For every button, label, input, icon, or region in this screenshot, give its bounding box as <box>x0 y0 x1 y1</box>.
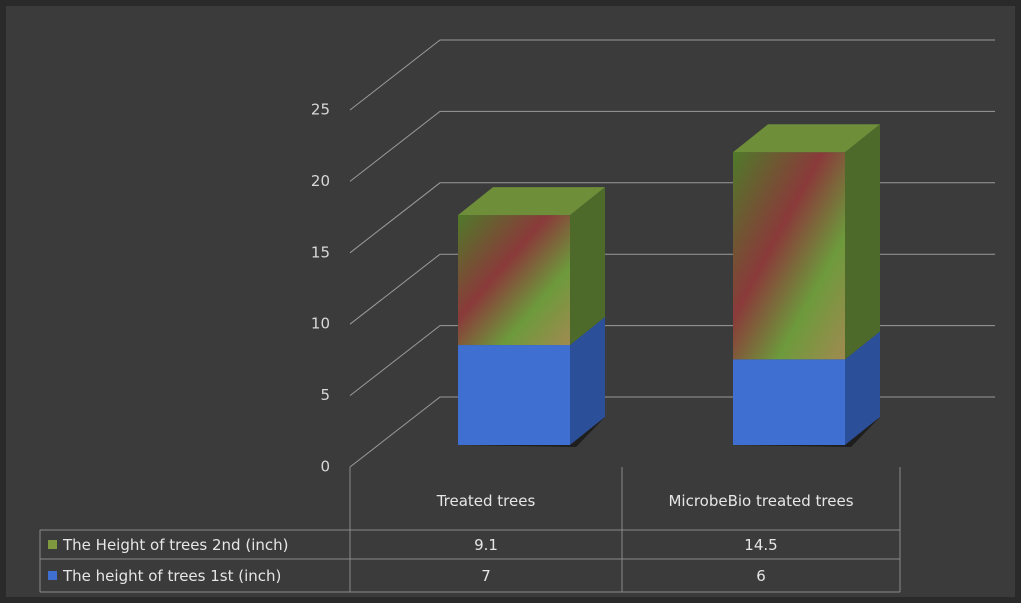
x-tick-label: MicrobeBio treated trees <box>668 492 854 510</box>
grid-line <box>349 110 995 182</box>
legend-label: The Height of trees 2nd (inch) <box>63 535 289 554</box>
bar-side <box>845 331 880 445</box>
bar-top <box>458 187 605 216</box>
x-tick-label: Treated trees <box>436 492 536 510</box>
legend-entry: The height of trees 1st (inch) <box>40 559 350 592</box>
bar-front <box>458 215 570 346</box>
bar-side <box>570 317 605 445</box>
bar-side <box>845 124 880 360</box>
legend-marker <box>48 571 57 580</box>
bar-front <box>458 345 570 445</box>
legend-marker <box>48 540 57 549</box>
y-tick-label: 25 <box>311 101 330 119</box>
bar-front <box>733 152 845 360</box>
y-tick-label: 0 <box>320 458 330 476</box>
legend-label: The height of trees 1st (inch) <box>63 566 282 585</box>
table-value: 9.1 <box>474 535 498 554</box>
table-value: 14.5 <box>744 535 778 554</box>
legend-entry: The Height of trees 2nd (inch) <box>40 530 350 559</box>
y-tick-label: 10 <box>311 315 330 333</box>
y-tick-label: 15 <box>311 243 330 261</box>
bar-side <box>570 187 605 346</box>
bar-front <box>733 359 845 445</box>
bar-top <box>733 124 880 153</box>
grid-line <box>349 39 995 111</box>
y-tick-label: 20 <box>311 172 330 190</box>
table-value: 6 <box>756 566 766 585</box>
table-value: 7 <box>481 566 491 585</box>
y-tick-label: 5 <box>320 386 330 404</box>
